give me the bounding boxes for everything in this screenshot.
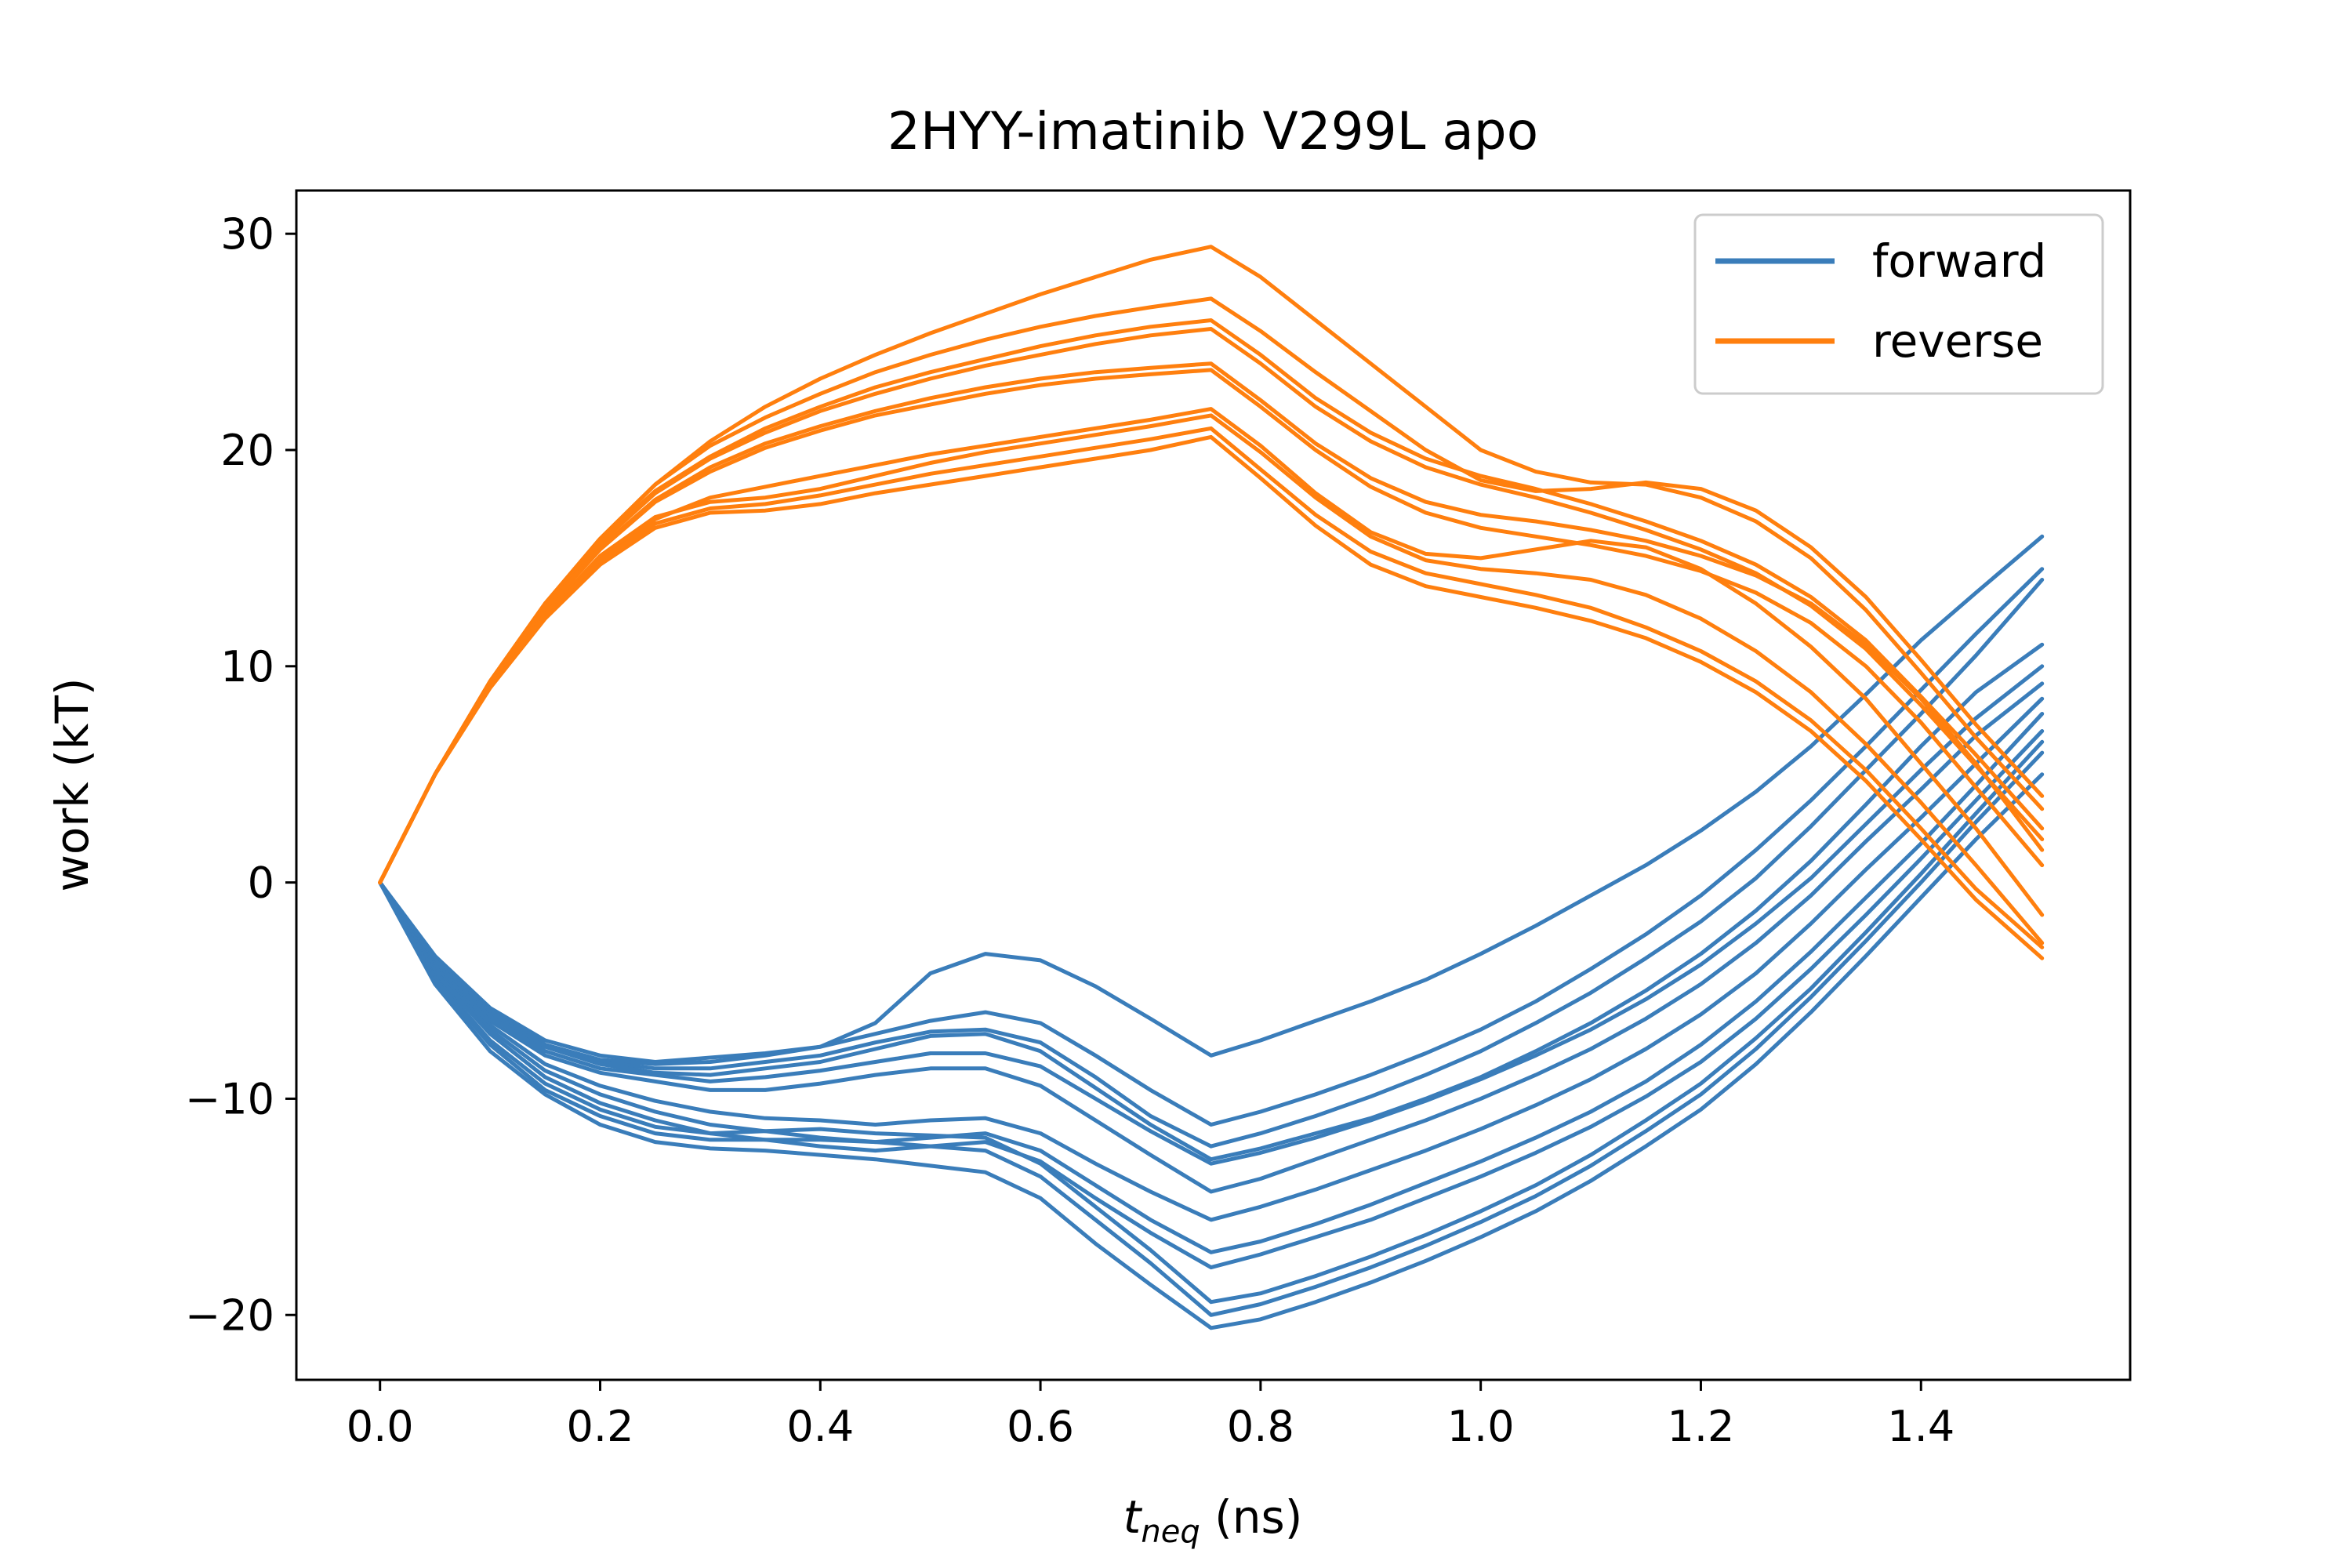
series-line-forward-9 [378, 729, 2045, 1270]
plot-frame [295, 189, 2132, 1381]
y-tick-label: −10 [185, 1074, 274, 1123]
legend: forward reverse [1693, 213, 2104, 395]
legend-forward-label: forward [1872, 234, 2046, 288]
x-tick-label: 0.4 [786, 1402, 854, 1451]
series-line-reverse-2 [378, 296, 2045, 885]
y-tick-label: 20 [220, 426, 274, 475]
x-tick-label: 0.0 [347, 1402, 414, 1451]
series-line-reverse-10 [378, 434, 2045, 960]
series-line-forward-3 [378, 578, 2045, 1149]
y-tick-label: 10 [220, 642, 274, 691]
y-tick-label: 30 [220, 209, 274, 259]
series-line-forward-10 [378, 739, 2045, 1305]
x-tick-label: 1.2 [1668, 1402, 1735, 1451]
y-tick-label: −20 [185, 1290, 274, 1340]
x-axis-label-subscript: neq [1141, 1514, 1200, 1550]
x-axis-label: tneq (ns) [1123, 1490, 1303, 1550]
series-line-forward-6 [378, 681, 2045, 1194]
chart-title: 2HYY-imatinib V299L apo [887, 101, 1538, 162]
series-line-reverse-8 [378, 413, 2045, 946]
y-tick-label: 0 [248, 858, 274, 908]
x-tick-label: 0.2 [567, 1402, 634, 1451]
series-line-forward-1 [378, 534, 2045, 1064]
series-line-forward-7 [378, 696, 2045, 1222]
series-line-forward-4 [378, 642, 2045, 1162]
series-line-forward-11 [378, 750, 2045, 1317]
y-axis-label: work (kT) [45, 677, 99, 891]
series-line-forward-5 [378, 664, 2045, 1166]
series-line-reverse-9 [378, 426, 2045, 949]
series-line-forward-8 [378, 712, 2045, 1254]
series-line-reverse-6 [378, 368, 2045, 885]
x-tick-label: 0.6 [1007, 1402, 1074, 1451]
x-tick-label: 0.8 [1227, 1402, 1294, 1451]
x-axis-label-unit: (ns) [1200, 1490, 1303, 1544]
x-axis-ticks: 0.0 0.2 0.4 0.6 0.8 1.0 1.2 1.4 [347, 1380, 1955, 1451]
y-axis-ticks: −20 −10 0 10 20 30 [185, 209, 296, 1340]
legend-reverse-label: reverse [1872, 314, 2043, 368]
x-axis-label-base: t [1123, 1490, 1143, 1544]
series-layer [378, 245, 2045, 1330]
x-tick-label: 1.0 [1447, 1402, 1515, 1451]
series-line-reverse-4 [378, 327, 2045, 885]
series-line-forward-12 [378, 772, 2045, 1330]
x-tick-label: 1.4 [1887, 1402, 1955, 1451]
series-line-forward-2 [378, 567, 2045, 1127]
